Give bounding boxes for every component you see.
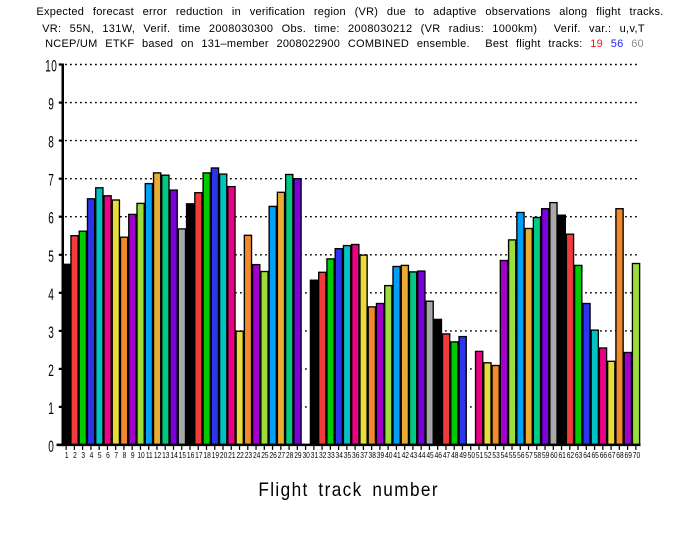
svg-text:70: 70 (633, 450, 640, 460)
svg-text:39: 39 (377, 450, 384, 460)
svg-text:9: 9 (48, 94, 54, 113)
svg-text:33: 33 (327, 450, 334, 460)
svg-text:3: 3 (81, 450, 85, 460)
svg-text:6: 6 (48, 208, 54, 227)
svg-text:21: 21 (228, 450, 235, 460)
svg-text:15: 15 (179, 450, 186, 460)
svg-text:32: 32 (319, 450, 326, 460)
svg-text:65: 65 (591, 450, 598, 460)
svg-text:5: 5 (98, 450, 102, 460)
svg-text:11: 11 (146, 450, 153, 460)
svg-text:26: 26 (269, 450, 276, 460)
svg-text:13: 13 (162, 450, 169, 460)
svg-text:66: 66 (600, 450, 607, 460)
svg-text:60: 60 (550, 450, 557, 460)
svg-text:1: 1 (65, 450, 69, 460)
svg-text:61: 61 (558, 450, 565, 460)
svg-text:45: 45 (426, 450, 433, 460)
svg-text:4: 4 (48, 284, 54, 303)
svg-text:31: 31 (311, 450, 318, 460)
svg-text:20: 20 (220, 450, 227, 460)
svg-text:5: 5 (48, 246, 54, 265)
svg-text:38: 38 (369, 450, 376, 460)
svg-text:14: 14 (170, 450, 177, 460)
svg-text:57: 57 (525, 450, 532, 460)
svg-text:9: 9 (131, 450, 135, 460)
svg-text:40: 40 (385, 450, 392, 460)
svg-text:18: 18 (203, 450, 210, 460)
svg-text:29: 29 (294, 450, 301, 460)
svg-text:7: 7 (48, 170, 54, 189)
svg-text:8: 8 (48, 132, 54, 151)
svg-text:69: 69 (625, 450, 632, 460)
svg-text:59: 59 (542, 450, 549, 460)
svg-text:16: 16 (187, 450, 194, 460)
svg-text:25: 25 (261, 450, 268, 460)
svg-text:47: 47 (443, 450, 450, 460)
svg-text:17: 17 (195, 450, 202, 460)
svg-text:30: 30 (302, 450, 309, 460)
svg-text:41: 41 (393, 450, 400, 460)
svg-text:56: 56 (517, 450, 524, 460)
svg-text:63: 63 (575, 450, 582, 460)
svg-text:6: 6 (106, 450, 110, 460)
svg-text:49: 49 (459, 450, 466, 460)
svg-text:22: 22 (236, 450, 243, 460)
svg-text:35: 35 (344, 450, 351, 460)
svg-text:34: 34 (336, 450, 343, 460)
svg-text:2: 2 (73, 450, 77, 460)
svg-text:58: 58 (534, 450, 541, 460)
svg-text:50: 50 (468, 450, 475, 460)
svg-text:48: 48 (451, 450, 458, 460)
svg-text:8: 8 (123, 450, 127, 460)
svg-text:46: 46 (435, 450, 442, 460)
svg-text:1: 1 (48, 398, 54, 417)
svg-text:43: 43 (410, 450, 417, 460)
svg-text:7: 7 (114, 450, 118, 460)
svg-text:53: 53 (492, 450, 499, 460)
svg-text:10: 10 (45, 56, 57, 75)
svg-text:37: 37 (360, 450, 367, 460)
svg-text:55: 55 (509, 450, 516, 460)
svg-text:24: 24 (253, 450, 260, 460)
svg-text:62: 62 (567, 450, 574, 460)
svg-text:10: 10 (137, 450, 144, 460)
svg-text:28: 28 (286, 450, 293, 460)
svg-text:12: 12 (154, 450, 161, 460)
svg-text:44: 44 (418, 450, 425, 460)
svg-text:54: 54 (501, 450, 508, 460)
svg-text:52: 52 (484, 450, 491, 460)
svg-text:64: 64 (583, 450, 590, 460)
svg-text:23: 23 (245, 450, 252, 460)
svg-text:27: 27 (278, 450, 285, 460)
svg-text:2: 2 (48, 360, 54, 379)
svg-text:42: 42 (402, 450, 409, 460)
svg-text:51: 51 (476, 450, 483, 460)
svg-text:0: 0 (48, 436, 54, 455)
svg-text:67: 67 (608, 450, 615, 460)
svg-text:4: 4 (90, 450, 94, 460)
svg-text:68: 68 (616, 450, 623, 460)
svg-text:36: 36 (352, 450, 359, 460)
svg-text:3: 3 (48, 322, 54, 341)
svg-text:19: 19 (212, 450, 219, 460)
